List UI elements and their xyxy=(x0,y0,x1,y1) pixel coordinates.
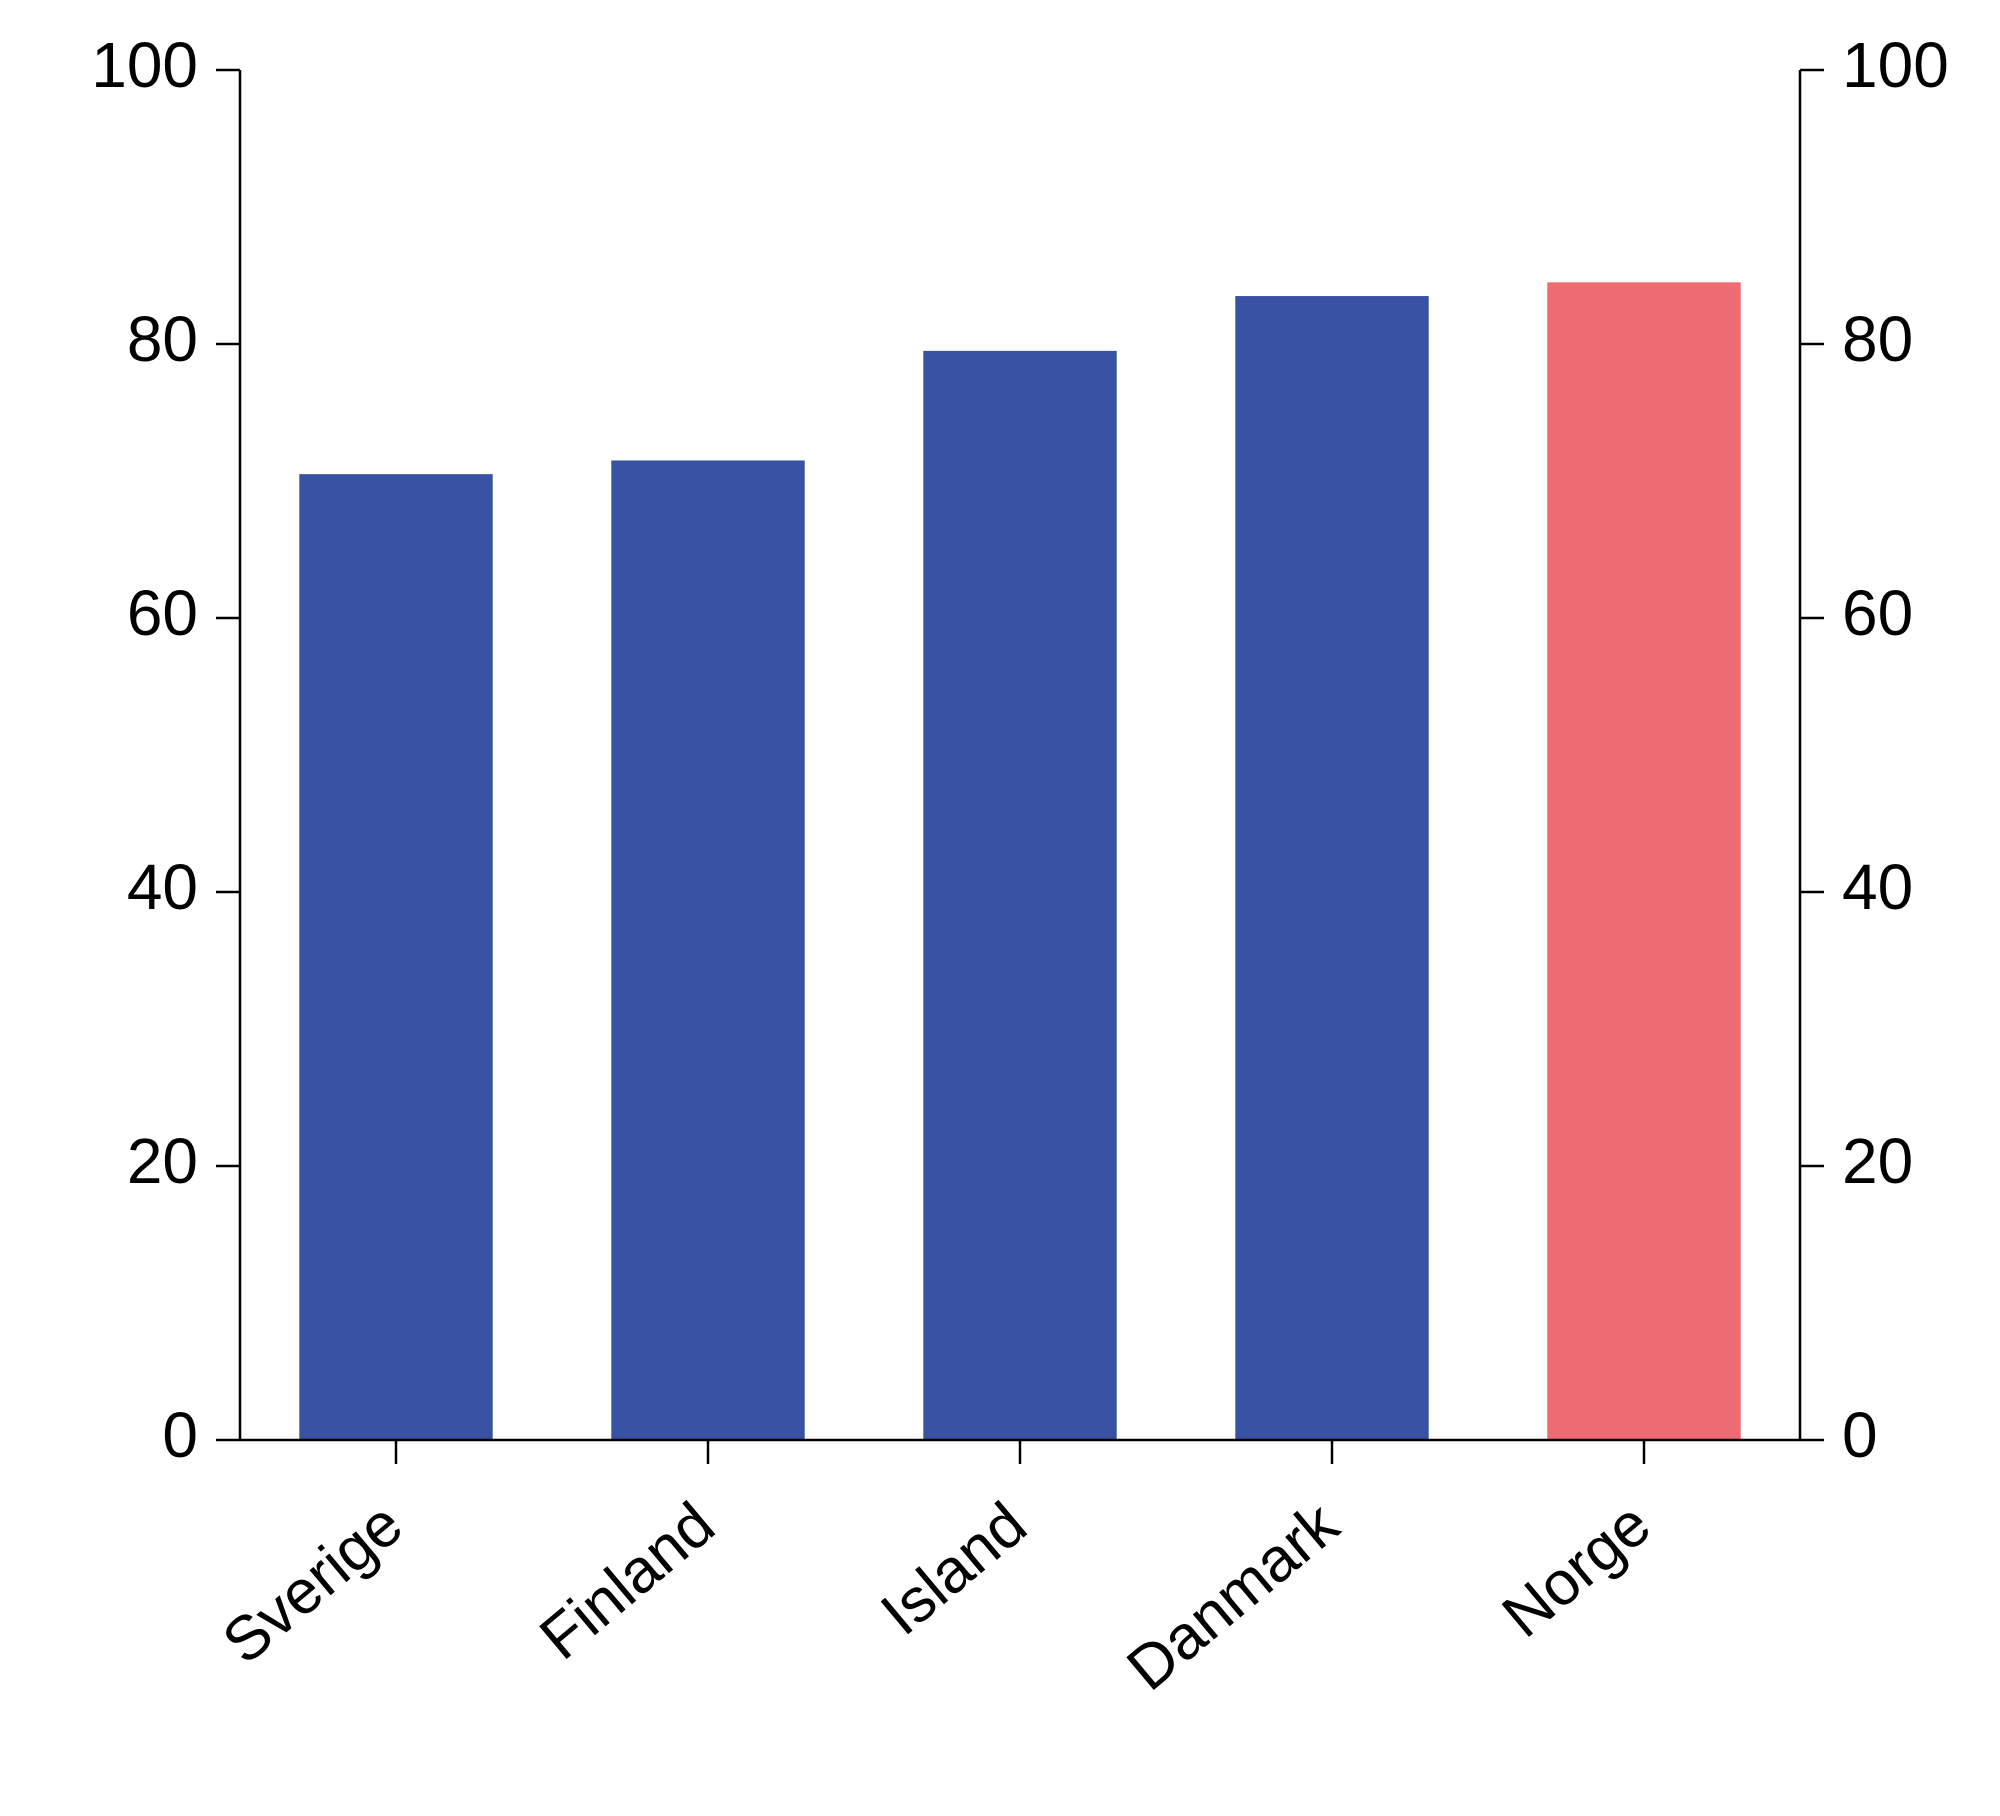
ytick-label-right: 40 xyxy=(1842,851,1913,923)
ytick-label-left: 0 xyxy=(162,1399,198,1471)
bar-chart: 002020404060608080100100SverigeFinlandIs… xyxy=(0,0,2000,1816)
ytick-label-right: 20 xyxy=(1842,1125,1913,1197)
bar-norge xyxy=(1547,282,1740,1440)
ytick-label-left: 100 xyxy=(91,29,198,101)
ytick-label-left: 60 xyxy=(127,577,198,649)
bar-finland xyxy=(611,460,804,1440)
bar-sverige xyxy=(299,474,492,1440)
ytick-label-left: 80 xyxy=(127,303,198,375)
ytick-label-right: 0 xyxy=(1842,1399,1878,1471)
bar-island xyxy=(923,351,1116,1440)
ytick-label-left: 20 xyxy=(127,1125,198,1197)
chart-svg: 002020404060608080100100SverigeFinlandIs… xyxy=(0,0,2000,1816)
bar-danmark xyxy=(1235,296,1428,1440)
ytick-label-right: 60 xyxy=(1842,577,1913,649)
ytick-label-right: 100 xyxy=(1842,29,1949,101)
ytick-label-right: 80 xyxy=(1842,303,1913,375)
ytick-label-left: 40 xyxy=(127,851,198,923)
